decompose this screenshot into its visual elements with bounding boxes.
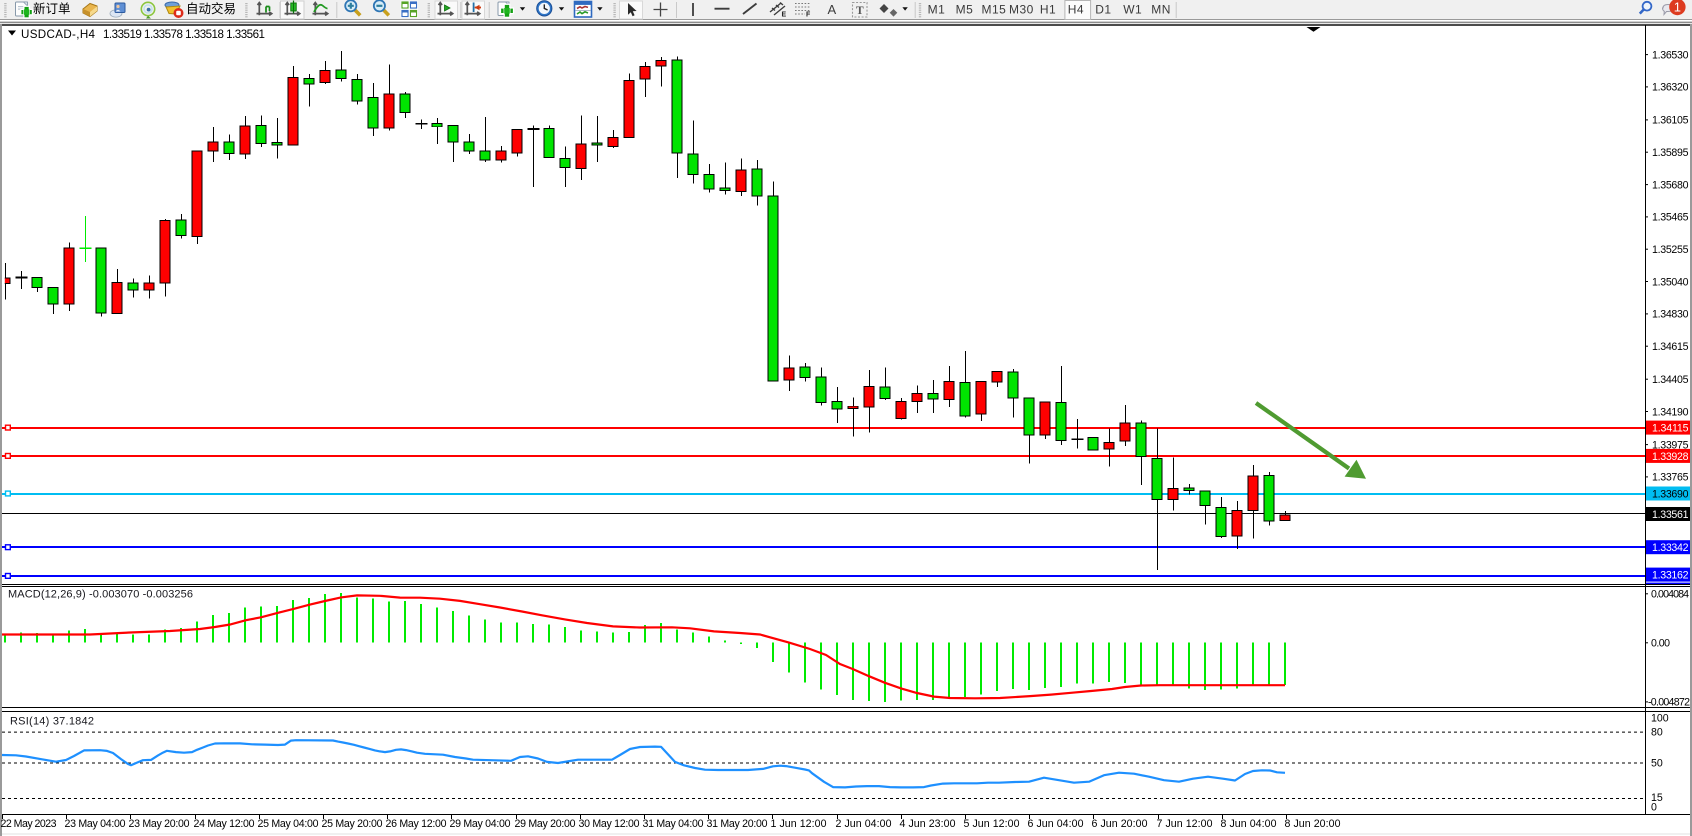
svg-text:31 May 04:00: 31 May 04:00 [643, 818, 704, 830]
svg-text:0.00: 0.00 [1651, 638, 1670, 650]
svg-text:1: 1 [1674, 0, 1681, 15]
svg-text:6 Jun 20:00: 6 Jun 20:00 [1092, 818, 1148, 830]
svg-text:23 May 04:00: 23 May 04:00 [65, 818, 126, 830]
svg-text:7 Jun 12:00: 7 Jun 12:00 [1157, 818, 1213, 830]
svg-text:E: E [782, 12, 787, 19]
svg-text:M5: M5 [956, 2, 974, 16]
svg-text:80: 80 [1651, 726, 1663, 738]
svg-text:24 May 12:00: 24 May 12:00 [194, 818, 255, 830]
svg-text:D1: D1 [1095, 2, 1111, 16]
svg-text:100: 100 [1651, 713, 1669, 725]
svg-text:1.33690: 1.33690 [1652, 488, 1689, 500]
svg-text:1.33561: 1.33561 [1652, 509, 1689, 521]
svg-text:1.36320: 1.36320 [1652, 82, 1689, 94]
svg-text:自动交易: 自动交易 [186, 1, 236, 16]
svg-text:30 May 12:00: 30 May 12:00 [579, 818, 640, 830]
svg-text:8 Jun 04:00: 8 Jun 04:00 [1221, 818, 1277, 830]
svg-text:H1: H1 [1040, 2, 1056, 16]
svg-text:25 May 20:00: 25 May 20:00 [322, 818, 383, 830]
svg-text:22 May 2023: 22 May 2023 [1, 818, 57, 830]
svg-text:1.33765: 1.33765 [1652, 472, 1689, 484]
svg-text:1.34115: 1.34115 [1652, 423, 1689, 435]
svg-text:M30: M30 [1009, 2, 1034, 16]
svg-text:15: 15 [1651, 792, 1663, 804]
svg-text:1.35040: 1.35040 [1652, 276, 1689, 288]
svg-text:0.004084: 0.004084 [1651, 589, 1689, 601]
svg-text:1.36105: 1.36105 [1652, 115, 1689, 127]
svg-text:1.34405: 1.34405 [1652, 374, 1689, 386]
svg-text:1.33975: 1.33975 [1652, 439, 1689, 451]
svg-text:F: F [806, 12, 811, 19]
svg-text:4 Jun 23:00: 4 Jun 23:00 [900, 818, 956, 830]
svg-text:-0.004872: -0.004872 [1648, 697, 1690, 709]
svg-text:0: 0 [1651, 801, 1657, 813]
svg-text:1 Jun 12:00: 1 Jun 12:00 [771, 818, 827, 830]
svg-text:1.35895: 1.35895 [1652, 147, 1689, 159]
svg-text:RSI(14) 37.1842: RSI(14) 37.1842 [10, 716, 94, 728]
svg-text:26 May 12:00: 26 May 12:00 [386, 818, 447, 830]
svg-text:50: 50 [1651, 758, 1663, 770]
svg-text:T: T [856, 5, 864, 17]
svg-text:W1: W1 [1123, 2, 1142, 16]
svg-text:6 Jun 04:00: 6 Jun 04:00 [1028, 818, 1084, 830]
svg-text:2 Jun 04:00: 2 Jun 04:00 [836, 818, 892, 830]
svg-text:1.33162: 1.33162 [1652, 570, 1689, 582]
svg-text:1.35255: 1.35255 [1652, 244, 1689, 256]
svg-text:1.33342: 1.33342 [1652, 542, 1689, 554]
svg-text:A: A [828, 2, 837, 17]
svg-text:23 May 20:00: 23 May 20:00 [129, 818, 190, 830]
svg-text:1.34830: 1.34830 [1652, 309, 1689, 321]
svg-text:8 Jun 20:00: 8 Jun 20:00 [1285, 818, 1341, 830]
svg-text:1.36530: 1.36530 [1652, 49, 1689, 61]
svg-text:29 May 04:00: 29 May 04:00 [450, 818, 511, 830]
svg-text:MACD(12,26,9) -0.003070 -0.003: MACD(12,26,9) -0.003070 -0.003256 [8, 588, 193, 600]
svg-text:MN: MN [1151, 2, 1171, 16]
svg-text:M1: M1 [928, 2, 946, 16]
svg-text:1.34615: 1.34615 [1652, 341, 1689, 353]
svg-text:USDCAD-,H4: USDCAD-,H4 [21, 28, 96, 41]
svg-text:5 Jun 12:00: 5 Jun 12:00 [964, 818, 1020, 830]
svg-text:新订单: 新订单 [33, 1, 71, 16]
svg-text:29 May 20:00: 29 May 20:00 [515, 818, 576, 830]
svg-text:31 May 20:00: 31 May 20:00 [707, 818, 768, 830]
svg-text:H4: H4 [1068, 2, 1084, 16]
svg-text:M15: M15 [981, 2, 1006, 16]
svg-text:1.33519 1.33578 1.33518 1.3356: 1.33519 1.33578 1.33518 1.33561 [103, 28, 265, 41]
svg-text:1.34190: 1.34190 [1652, 406, 1689, 418]
svg-text:1.35465: 1.35465 [1652, 212, 1689, 224]
svg-text:1.35680: 1.35680 [1652, 179, 1689, 191]
svg-text:1.33928: 1.33928 [1652, 451, 1689, 463]
svg-text:25 May 04:00: 25 May 04:00 [258, 818, 319, 830]
